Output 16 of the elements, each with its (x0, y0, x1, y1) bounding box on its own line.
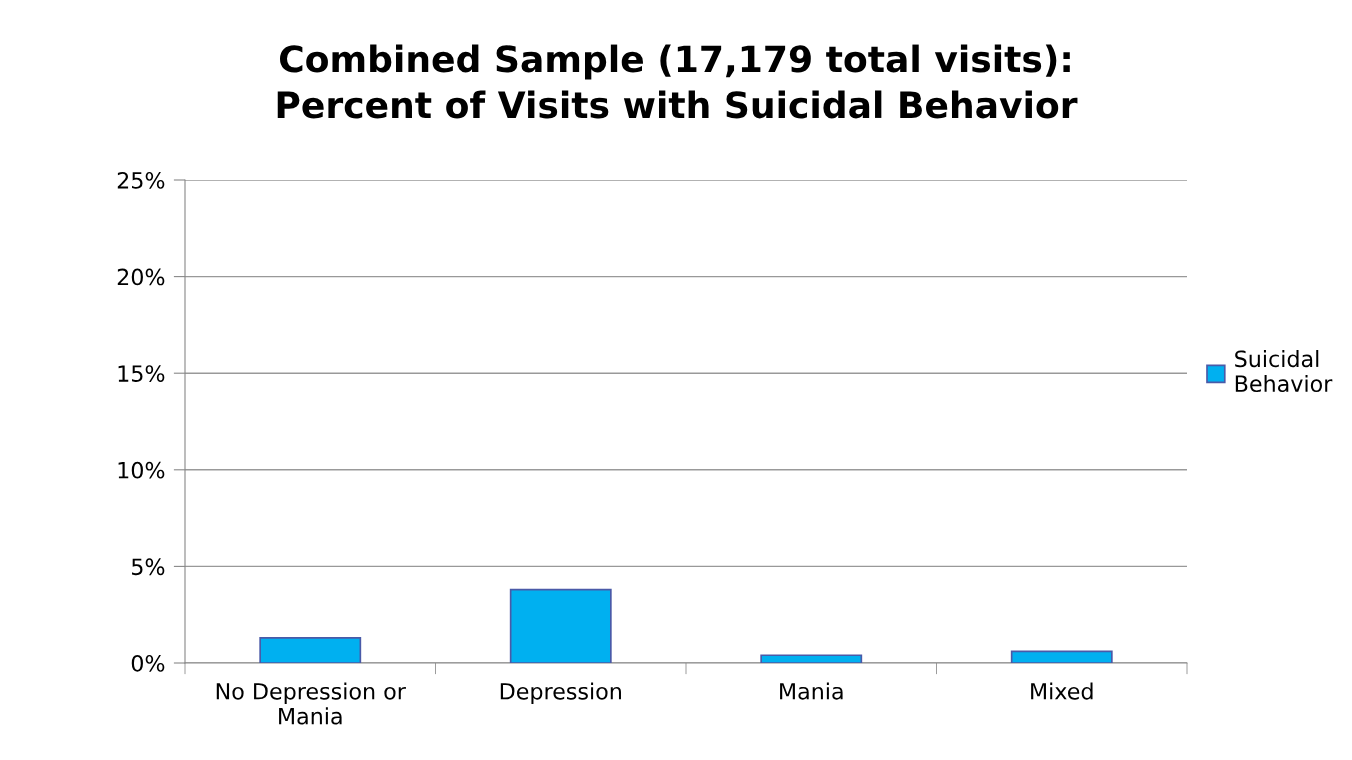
x-tick-label: No Depression or Mania (216, 682, 406, 725)
chart-title: Combined Sample (17,179 total visits): Percent of Visits with Suicidal Behavior (277, 44, 1078, 119)
bar (259, 637, 362, 663)
y-tick-label: 5% (132, 558, 165, 576)
x-tick-label: Mixed (1031, 682, 1093, 700)
y-tick-label: 10% (118, 461, 165, 479)
y-tick-label: 15% (118, 365, 165, 382)
x-tick-label: Mania (780, 682, 843, 700)
x-tick-label: Depression (500, 682, 621, 704)
bar (1010, 650, 1113, 663)
y-tick-label: 25% (117, 171, 165, 189)
legend-label: Suicidal Behavior (1235, 350, 1333, 393)
y-tick-label: 20% (117, 268, 165, 286)
bar (509, 588, 612, 663)
y-tick-label: 0% (131, 654, 165, 672)
bar (760, 654, 863, 663)
